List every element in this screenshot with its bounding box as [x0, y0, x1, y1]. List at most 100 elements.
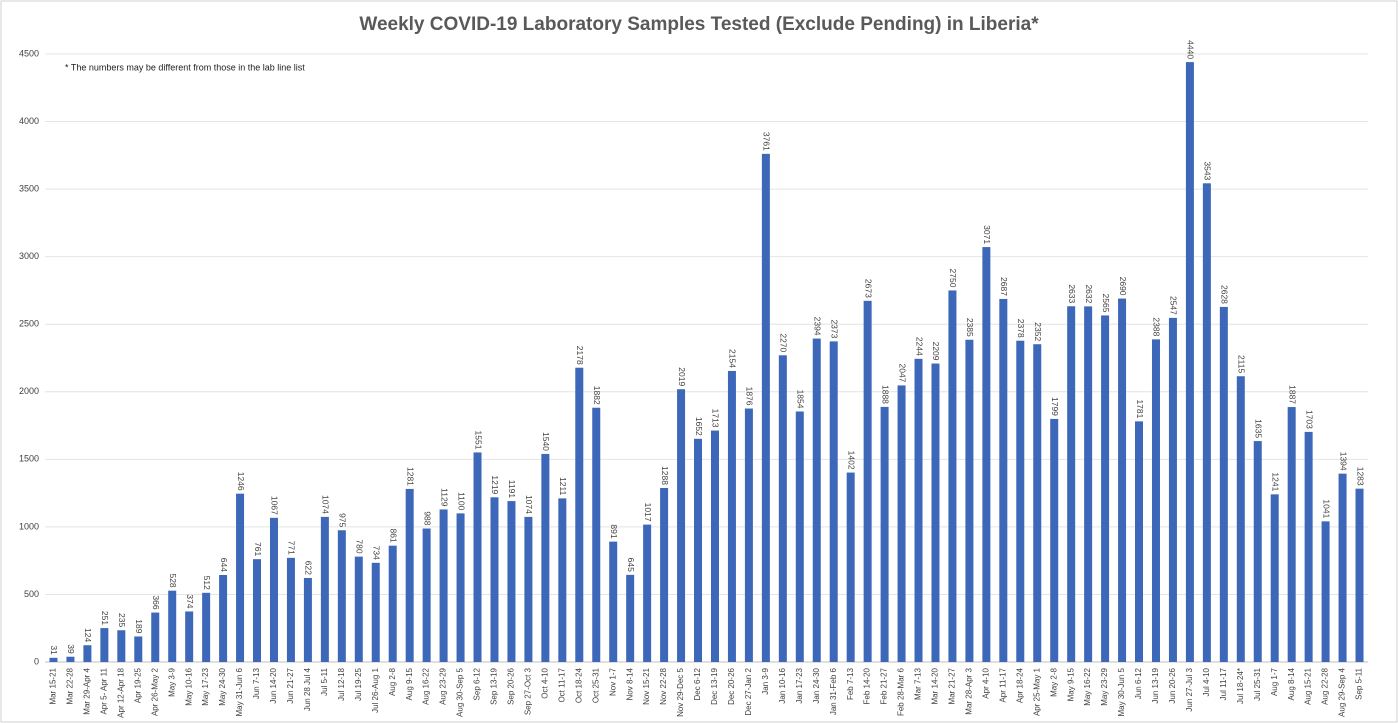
bar	[507, 501, 516, 662]
bar	[473, 452, 482, 662]
x-tick-label: Jul 18-24*	[1236, 668, 1245, 704]
x-tick-label: Aug 23-29	[439, 667, 448, 704]
value-label: 1129	[439, 488, 449, 507]
x-tick-label: Aug 29-Sep 4	[1338, 667, 1347, 716]
value-label: 251	[100, 611, 110, 625]
value-label: 1703	[1304, 410, 1314, 429]
x-tick-label: Jun 6-12	[1134, 667, 1143, 699]
value-label: 1017	[643, 503, 653, 522]
x-tick-label: Jul 25-31	[1253, 667, 1262, 700]
value-label: 1191	[507, 480, 517, 499]
x-tick-label: Mar 15-21	[49, 667, 58, 704]
bar	[999, 298, 1008, 662]
bar	[1101, 315, 1110, 662]
x-tick-label: Jun 7-13	[252, 667, 261, 699]
bar	[168, 590, 177, 662]
value-label: 2244	[914, 337, 924, 356]
value-label: 124	[83, 628, 93, 642]
bar	[286, 557, 295, 662]
bar	[1304, 431, 1313, 662]
x-tick-label: Nov 1-7	[608, 667, 617, 696]
x-tick-label: Mar 29-Apr 4	[83, 667, 92, 714]
bar	[1016, 340, 1025, 662]
x-tick-label: Jul 11-17	[1219, 667, 1228, 700]
bar	[1219, 306, 1228, 662]
x-tick-label: Apr 25-May 1	[1032, 667, 1041, 716]
x-tick-label: Aug 8-14	[1287, 667, 1296, 700]
bar	[761, 153, 770, 662]
bar	[185, 611, 194, 662]
y-tick-label: 4000	[19, 116, 39, 126]
bar	[236, 493, 245, 662]
x-tick-label: Apr 18-24	[1015, 667, 1024, 703]
value-label: 2673	[863, 279, 873, 298]
bar	[626, 574, 635, 662]
bar	[117, 630, 126, 662]
bar	[694, 438, 703, 662]
x-tick-label: May 10-16	[184, 667, 193, 705]
value-label: 975	[338, 513, 348, 527]
bar	[83, 645, 92, 662]
value-label: 734	[372, 546, 382, 560]
x-tick-label: Sep 13-19	[490, 667, 499, 704]
value-label: 1281	[405, 467, 415, 486]
value-label: 2373	[829, 319, 839, 338]
value-label: 366	[151, 595, 161, 609]
bar	[100, 628, 109, 662]
bar	[948, 290, 957, 662]
x-tick-label: Feb 21-27	[880, 667, 889, 704]
x-tick-label: Apr 26-May 2	[150, 667, 159, 716]
value-label: 2628	[1220, 285, 1230, 304]
bar	[1270, 494, 1279, 662]
y-tick-label: 2500	[19, 319, 39, 329]
value-label: 1241	[1270, 472, 1280, 491]
bar	[914, 358, 923, 662]
x-tick-label: Oct 25-31	[591, 667, 600, 703]
value-label: 1219	[490, 475, 500, 494]
x-tick-label: Jan 31-Feb 6	[829, 667, 838, 715]
value-label: 2687	[999, 277, 1009, 296]
bar	[1084, 306, 1093, 662]
bar	[151, 612, 160, 662]
x-tick-label: Jun 21-27	[286, 667, 295, 703]
value-label: 1713	[711, 409, 721, 428]
value-label: 891	[609, 524, 619, 538]
y-tick-label: 1500	[19, 454, 39, 464]
y-tick-label: 2000	[19, 386, 39, 396]
x-tick-label: Aug 2-8	[388, 667, 397, 696]
bar	[575, 367, 584, 662]
y-tick-label: 3500	[19, 183, 39, 193]
bar	[1236, 376, 1245, 662]
bar	[303, 577, 312, 662]
value-label: 1887	[1287, 385, 1297, 404]
x-tick-label: Jan 3-9	[761, 667, 770, 694]
x-tick-label: May 2-8	[1049, 667, 1058, 696]
x-tick-label: Apr 12-Apr 18	[116, 667, 125, 717]
x-tick-label: Jul 19-25	[354, 667, 363, 700]
value-label: 2209	[931, 342, 941, 361]
bar	[422, 528, 431, 662]
bar	[202, 592, 211, 662]
x-tick-label: Aug 30-Sep 5	[456, 667, 465, 716]
x-tick-label: May 30-Jun 5	[1117, 667, 1126, 716]
bar	[388, 545, 397, 662]
bar	[1135, 421, 1144, 662]
bar	[456, 513, 465, 662]
bar	[778, 355, 787, 662]
bar	[1253, 441, 1262, 662]
y-tick-label: 500	[24, 589, 39, 599]
x-tick-label: May 3-9	[167, 667, 176, 696]
y-tick-label: 1000	[19, 521, 39, 531]
value-label: 2178	[575, 346, 585, 365]
value-label: 2115	[1237, 355, 1247, 374]
bar	[49, 657, 58, 662]
value-label: 1067	[270, 496, 280, 515]
value-label: 1652	[694, 417, 704, 436]
value-label: 2547	[1169, 296, 1179, 315]
bar	[863, 300, 872, 662]
bar	[846, 472, 855, 662]
bar	[965, 339, 974, 662]
x-tick-label: Jan 10-16	[778, 667, 787, 703]
value-label: 1100	[456, 492, 466, 511]
